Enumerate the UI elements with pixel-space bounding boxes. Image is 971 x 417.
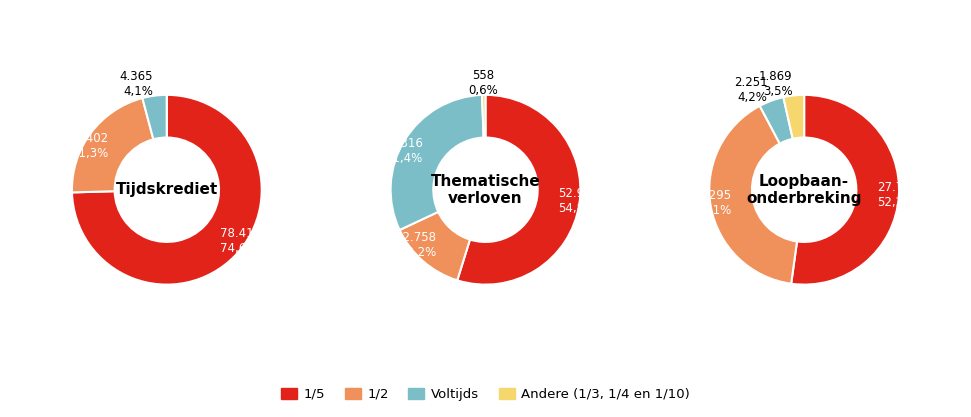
Wedge shape xyxy=(72,95,262,285)
Text: Thematische
verloven: Thematische verloven xyxy=(430,173,541,206)
Wedge shape xyxy=(72,98,153,192)
Text: 558
0,6%: 558 0,6% xyxy=(469,70,498,98)
Wedge shape xyxy=(400,212,470,280)
Legend: 1/5, 1/2, Voltijds, Andere (1/3, 1/4 en 1/10): 1/5, 1/2, Voltijds, Andere (1/3, 1/4 en … xyxy=(276,382,695,406)
Text: 2.251
4,2%: 2.251 4,2% xyxy=(734,76,767,104)
Text: 78.414
74,6%: 78.414 74,6% xyxy=(219,227,260,255)
Wedge shape xyxy=(784,95,804,139)
Wedge shape xyxy=(390,95,484,230)
Text: 22.402
21,3%: 22.402 21,3% xyxy=(67,132,108,160)
Wedge shape xyxy=(143,95,167,139)
Wedge shape xyxy=(759,97,792,143)
Wedge shape xyxy=(709,106,797,284)
Text: Tijdskrediet: Tijdskrediet xyxy=(116,182,218,197)
Wedge shape xyxy=(791,95,899,285)
Text: 27.742
52,2%: 27.742 52,2% xyxy=(878,181,919,209)
Text: 30.316
31,4%: 30.316 31,4% xyxy=(382,138,422,166)
Wedge shape xyxy=(482,95,486,138)
Wedge shape xyxy=(457,95,581,285)
Text: 4.365
4,1%: 4.365 4,1% xyxy=(119,70,153,98)
Text: 1.869
3,5%: 1.869 3,5% xyxy=(758,70,792,98)
Text: 52.923
54,8%: 52.923 54,8% xyxy=(558,187,599,215)
Text: 12.758
13,2%: 12.758 13,2% xyxy=(396,231,437,259)
Text: Loopbaan-
onderbreking: Loopbaan- onderbreking xyxy=(747,173,862,206)
Text: 21.295
40,1%: 21.295 40,1% xyxy=(690,188,732,216)
